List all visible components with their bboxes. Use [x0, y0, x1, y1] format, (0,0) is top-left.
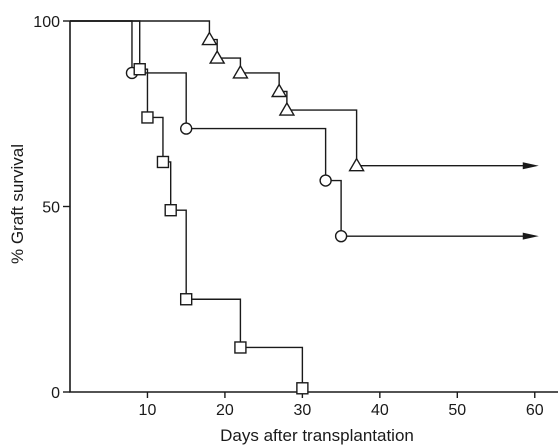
x-tick-label: 30 [293, 402, 311, 419]
step-line [70, 20, 525, 237]
square-marker [164, 204, 177, 217]
y-tick-label: 50 [42, 200, 60, 217]
y-tick-label: 100 [33, 14, 60, 31]
circle-marker [334, 229, 348, 243]
series-triangle [70, 20, 539, 172]
series-square [70, 20, 309, 395]
y-tick-label: 0 [51, 385, 60, 402]
continuation-arrow [522, 232, 539, 240]
square-marker [133, 63, 146, 76]
triangle-marker [232, 64, 249, 79]
square-marker [296, 382, 309, 395]
triangle-marker [278, 101, 296, 116]
x-tick-label: 50 [448, 402, 466, 419]
triangle-marker [208, 49, 226, 64]
square-marker [234, 341, 247, 354]
triangle-marker [270, 83, 288, 98]
square-marker [156, 155, 170, 169]
axis-lines [69, 21, 558, 393]
triangle-marker [348, 157, 365, 172]
circle-marker [179, 122, 193, 135]
continuation-arrow [522, 162, 539, 170]
circle-marker [319, 174, 332, 187]
x-tick-label: 60 [526, 402, 544, 419]
triangle-marker [201, 31, 218, 46]
step-line [70, 20, 525, 167]
square-marker [141, 111, 154, 124]
series-layer [70, 20, 539, 395]
series-circle [70, 20, 539, 243]
x-tick-label: 20 [216, 402, 234, 419]
x-tick-label: 40 [371, 402, 389, 419]
y-axis-title: % Graft survival [8, 144, 27, 264]
square-marker [179, 293, 193, 306]
x-tick-label: 10 [139, 402, 157, 419]
x-axis-title: Days after transplantation [220, 426, 414, 445]
axes: 0 50 100 10 20 30 40 50 60 [33, 14, 558, 419]
